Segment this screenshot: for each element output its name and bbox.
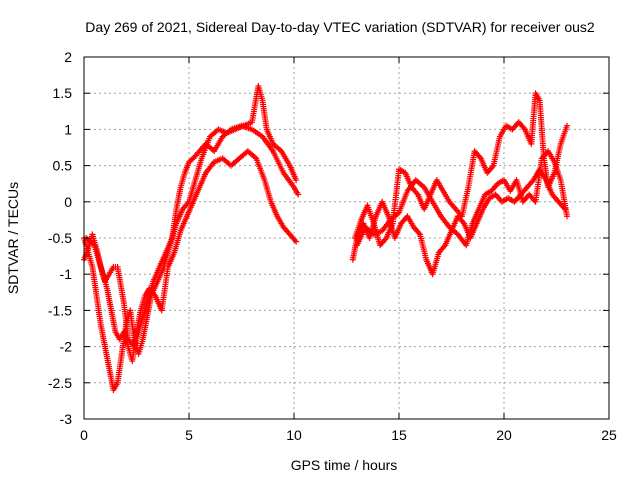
x-tick-label: 20 bbox=[496, 427, 512, 443]
data-series bbox=[83, 148, 300, 365]
x-tick-label: 10 bbox=[286, 427, 302, 443]
x-tick-label: 15 bbox=[391, 427, 407, 443]
y-tick-label: 0.5 bbox=[53, 158, 73, 174]
x-tick-label: 25 bbox=[601, 427, 617, 443]
y-tick-label: 2 bbox=[64, 49, 72, 65]
y-tick-label: -1.5 bbox=[48, 302, 72, 318]
y-tick-label: -2.5 bbox=[48, 375, 72, 391]
y-tick-label: 0 bbox=[64, 194, 72, 210]
y-tick-label: -1 bbox=[60, 266, 73, 282]
x-axis-label: GPS time / hours bbox=[291, 457, 398, 473]
y-tick-label: -0.5 bbox=[48, 230, 72, 246]
data-point bbox=[293, 238, 300, 245]
data-point bbox=[293, 177, 300, 184]
data-layer bbox=[81, 82, 570, 394]
x-tick-label: 5 bbox=[185, 427, 193, 443]
data-point bbox=[295, 191, 302, 198]
data-series bbox=[354, 148, 570, 249]
data-point bbox=[564, 213, 570, 220]
ticks-layer: 0 5 10 15 20 25 -3 -2.5 -2 -1.5 -1 -0.5 0 0.5 1 1.5 2 bbox=[48, 49, 617, 443]
x-tick-label: 0 bbox=[80, 427, 88, 443]
y-tick-label: -2 bbox=[60, 339, 73, 355]
y-axis-label: SDTVAR / TECUs bbox=[5, 182, 21, 294]
data-point bbox=[564, 122, 570, 129]
data-series bbox=[81, 122, 302, 350]
chart-title: Day 269 of 2021, Sidereal Day-to-day VTE… bbox=[85, 19, 595, 35]
y-tick-label: 1.5 bbox=[53, 85, 73, 101]
y-tick-label: 1 bbox=[64, 121, 72, 137]
y-tick-label: -3 bbox=[60, 411, 73, 427]
